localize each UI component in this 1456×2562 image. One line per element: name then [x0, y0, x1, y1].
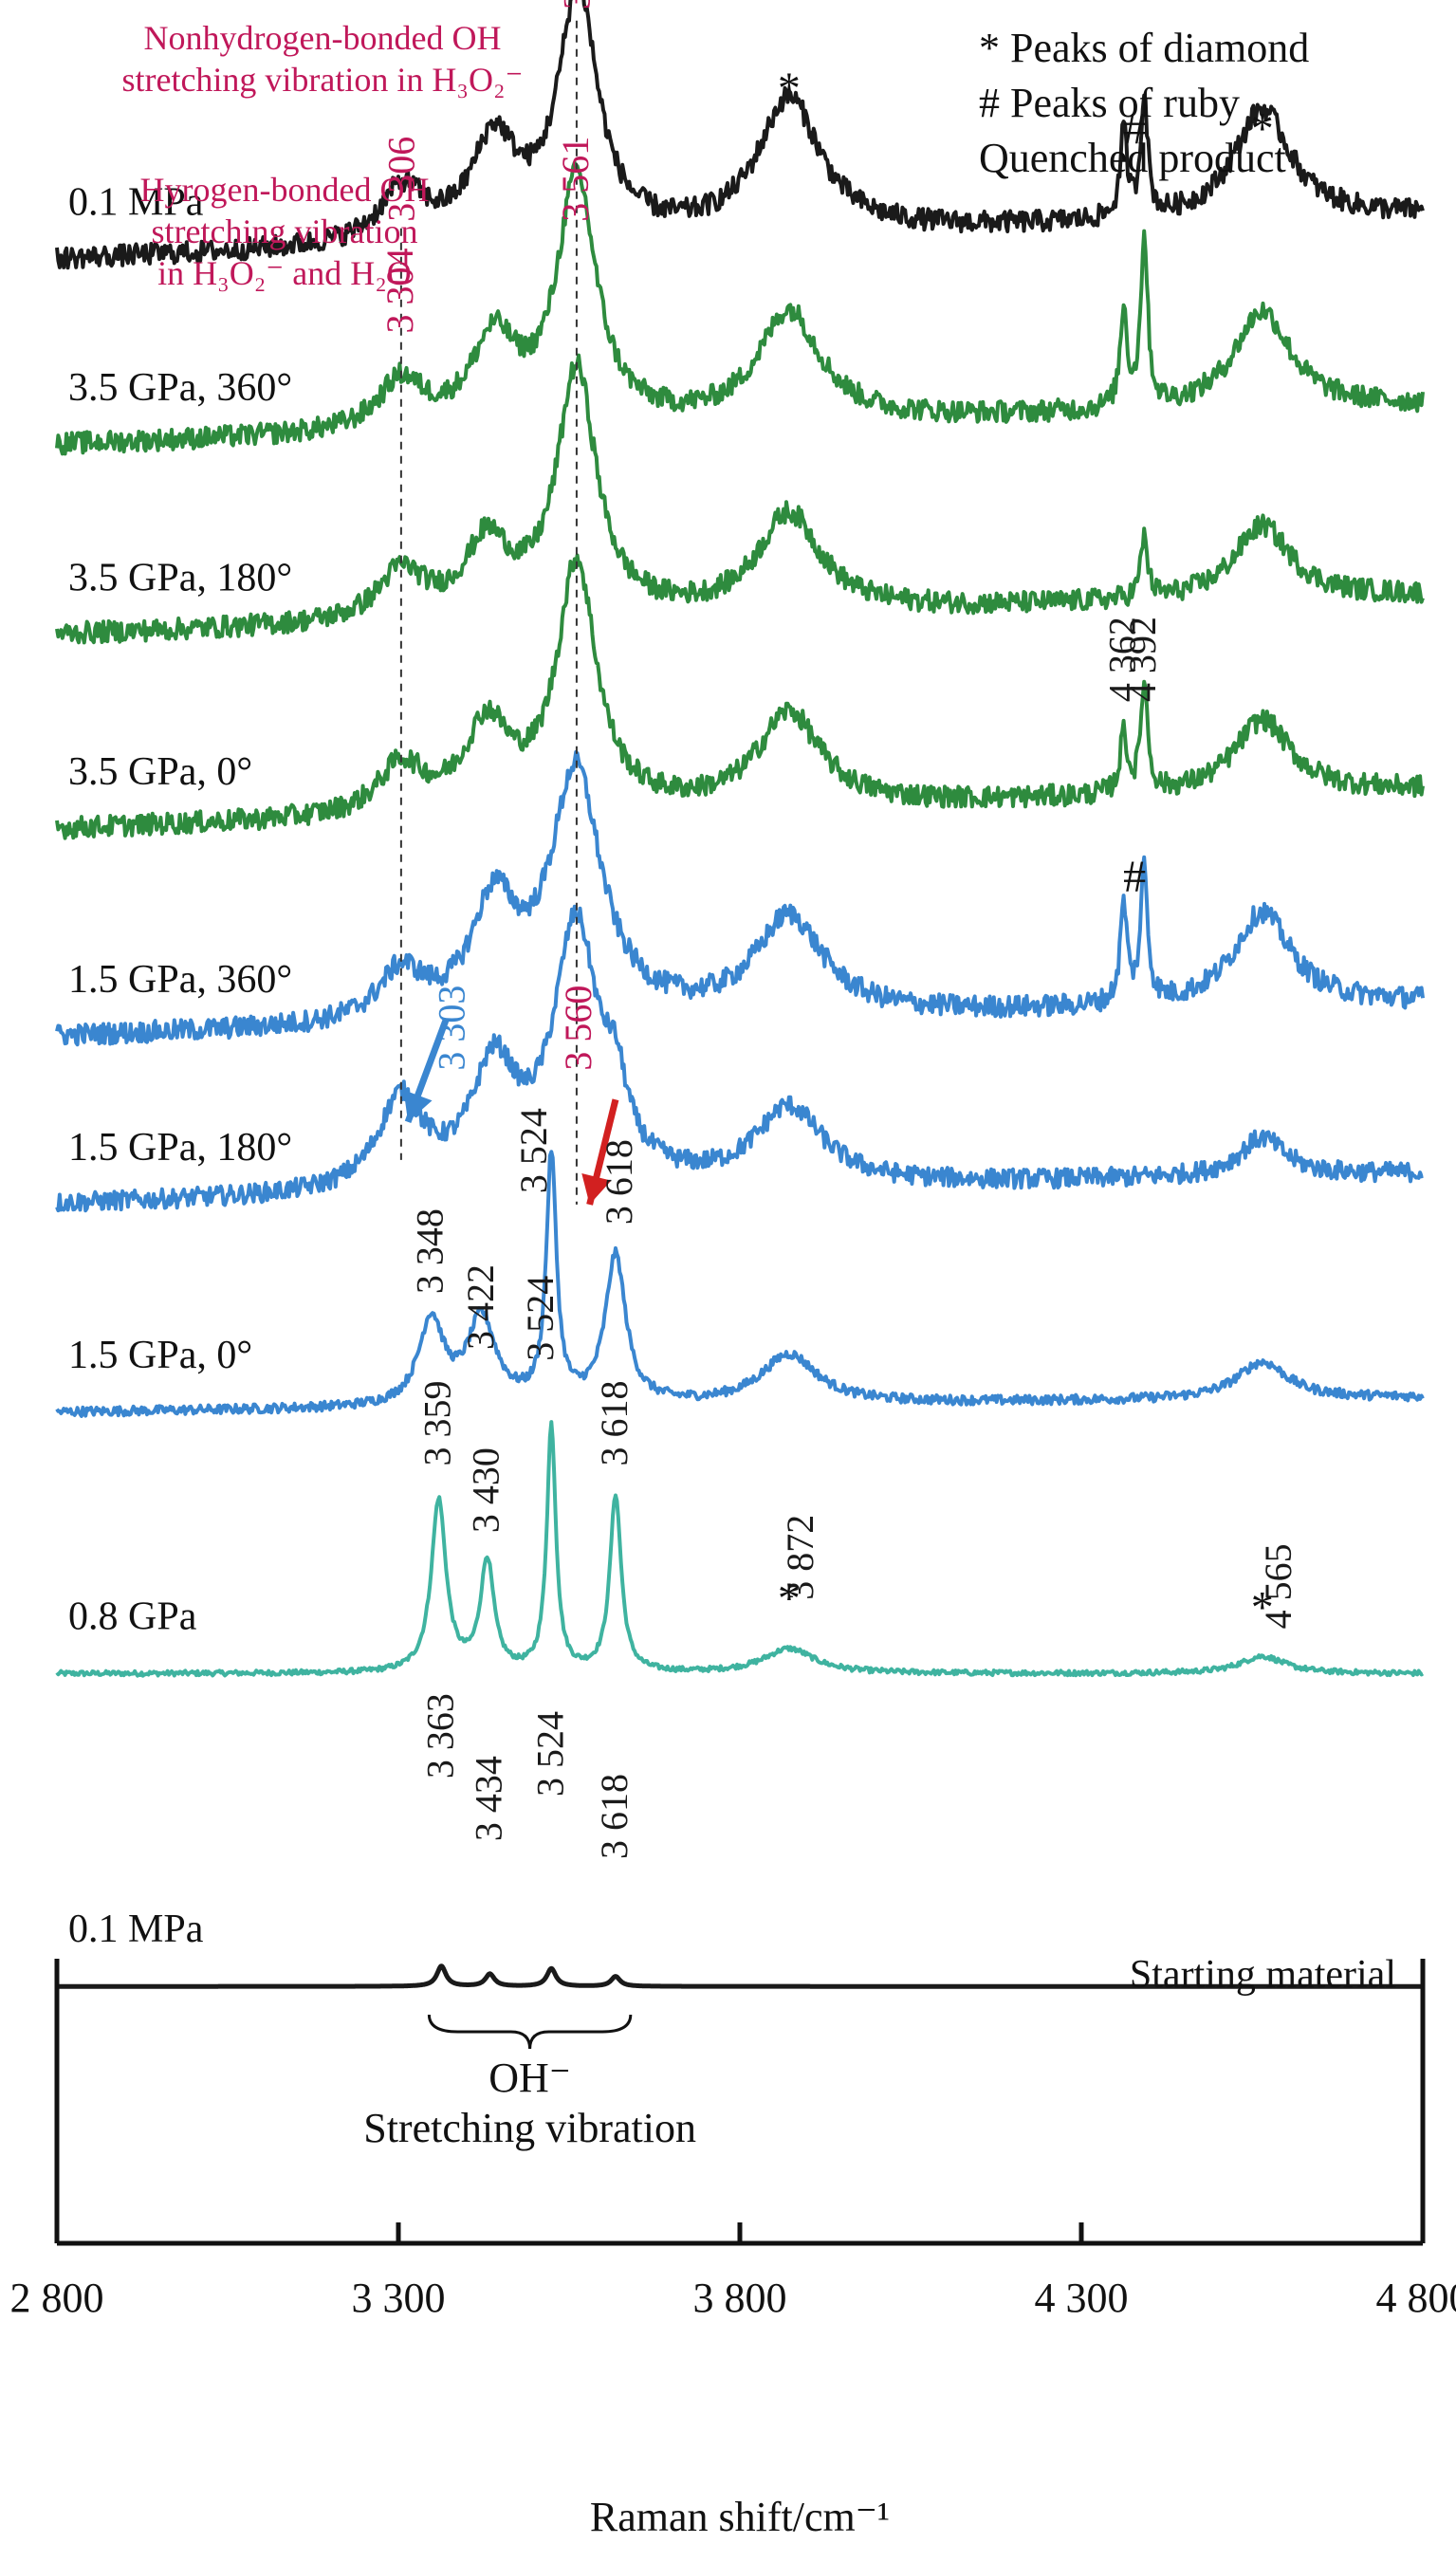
- peak-label-7: 3 524: [519, 1276, 562, 1361]
- spectrum-line-1: [55, 1963, 1425, 1989]
- x-tick-label-3: 3 800: [693, 2275, 787, 2321]
- peak-label-4: 3 618: [593, 1774, 636, 1859]
- peak-label-19: 3 304: [378, 248, 421, 333]
- x-tick-label-5: 4 800: [1376, 2275, 1456, 2321]
- spectrum-line-7: [55, 353, 1425, 645]
- series-label-8: 3.5 GPa, 360°: [68, 366, 292, 410]
- peak-label-8: 3 618: [593, 1380, 636, 1465]
- peak-symbol-4: *: [778, 64, 801, 114]
- x-tick-label-1: 2 800: [10, 2275, 104, 2321]
- spectrum-line-5: [55, 749, 1425, 1047]
- peak-symbol-2: *: [1251, 1582, 1274, 1632]
- series-label-7: 3.5 GPa, 180°: [68, 556, 292, 599]
- series-label-4: 1.5 GPa, 180°: [68, 1126, 292, 1170]
- red-arrow-head: [581, 1172, 612, 1205]
- peak-label-3: 3 524: [528, 1711, 571, 1797]
- peak-label-11: 3 348: [409, 1208, 452, 1294]
- peak-label-9: 3 872: [779, 1515, 821, 1600]
- oh-brace: [427, 2014, 633, 2050]
- peak-label-10: 4 565: [1257, 1543, 1299, 1629]
- peak-label-17: 4 362: [1101, 617, 1144, 702]
- peak-label-21: 3 561: [554, 137, 597, 222]
- label-layer: 0.1 MPa 0.8 GPa 1.5 GPa, 0° 1.5 GPa, 180° 1.…: [68, 0, 1396, 2151]
- peak-label-15: 3 303: [431, 986, 473, 1071]
- series-label-6: 3.5 GPa, 0°: [68, 750, 252, 794]
- peak-label-22: 3 563: [555, 0, 598, 9]
- series-label-5: 1.5 GPa, 360°: [68, 958, 292, 1002]
- x-tick-label-4: 4 300: [1035, 2275, 1129, 2321]
- annotation-nonhydrogen-1: Nonhydrogen-bonded OH: [144, 19, 502, 57]
- legend-entry-3: Quenched product: [979, 135, 1286, 181]
- peak-label-1: 3 363: [418, 1693, 461, 1779]
- peak-label-6: 3 430: [465, 1447, 507, 1533]
- peak-label-12: 3 422: [459, 1264, 502, 1350]
- peak-label-20: 3 306: [379, 137, 422, 222]
- starting-material-label: Starting material: [1130, 1953, 1396, 1997]
- peak-symbol-3: #: [1123, 852, 1146, 902]
- x-tick-label-2: 3 300: [352, 2275, 446, 2321]
- spectrum-line-4: [55, 904, 1424, 1213]
- x-axis-title: Raman shift/cm⁻¹: [590, 2494, 890, 2540]
- peak-label-2: 3 434: [467, 1756, 509, 1841]
- guide-layer: [399, 20, 633, 2050]
- spectrum-line-3: [55, 1150, 1425, 1418]
- annotation-nonhydrogen-2: stretching vibration in H₃O₂⁻: [121, 61, 523, 99]
- series-label-9: 0.1 MPa: [68, 181, 204, 225]
- series-label-3: 1.5 GPa, 0°: [68, 1334, 252, 1377]
- blue-arrow-head: [403, 1090, 433, 1122]
- peak-symbol-1: *: [778, 1574, 801, 1624]
- peak-label-16: 3 560: [557, 986, 599, 1071]
- peak-label-14: 3 618: [598, 1139, 640, 1225]
- series-label-1: 0.1 MPa: [68, 1908, 204, 1951]
- legend-entry-1: * Peaks of diamond: [979, 25, 1309, 71]
- spectrum-line-6: [55, 553, 1425, 840]
- stretching-label: Stretching vibration: [363, 2105, 696, 2151]
- spectrum-line-9: [55, 0, 1425, 270]
- peak-label-5: 3 359: [415, 1380, 458, 1465]
- spectrum-line-2: [55, 1420, 1425, 1678]
- peak-symbol-5: #: [1123, 103, 1146, 154]
- legend-entry-2: # Peaks of ruby: [979, 80, 1240, 126]
- annotation-hydrogen-3: in H₃O₂⁻ and H₂O: [157, 254, 412, 292]
- peak-symbol-6: *: [1251, 103, 1274, 154]
- series-layer: [55, 0, 1425, 1989]
- axis-layer: 2 800 3 300 3 800 4 300 4 800 Raman shift/cm⁻…: [10, 1959, 1456, 2540]
- annotation-hydrogen-2: stretching vibration: [152, 212, 418, 250]
- peak-label-13: 3 524: [512, 1108, 555, 1193]
- annotation-hydrogen-1: Hyrogen-bonded OH: [140, 171, 430, 209]
- peak-label-18: 4 392: [1121, 617, 1164, 702]
- spectrum-line-8: [55, 160, 1425, 456]
- oh-label: OH⁻: [488, 2055, 571, 2101]
- series-label-2: 0.8 GPa: [68, 1594, 197, 1638]
